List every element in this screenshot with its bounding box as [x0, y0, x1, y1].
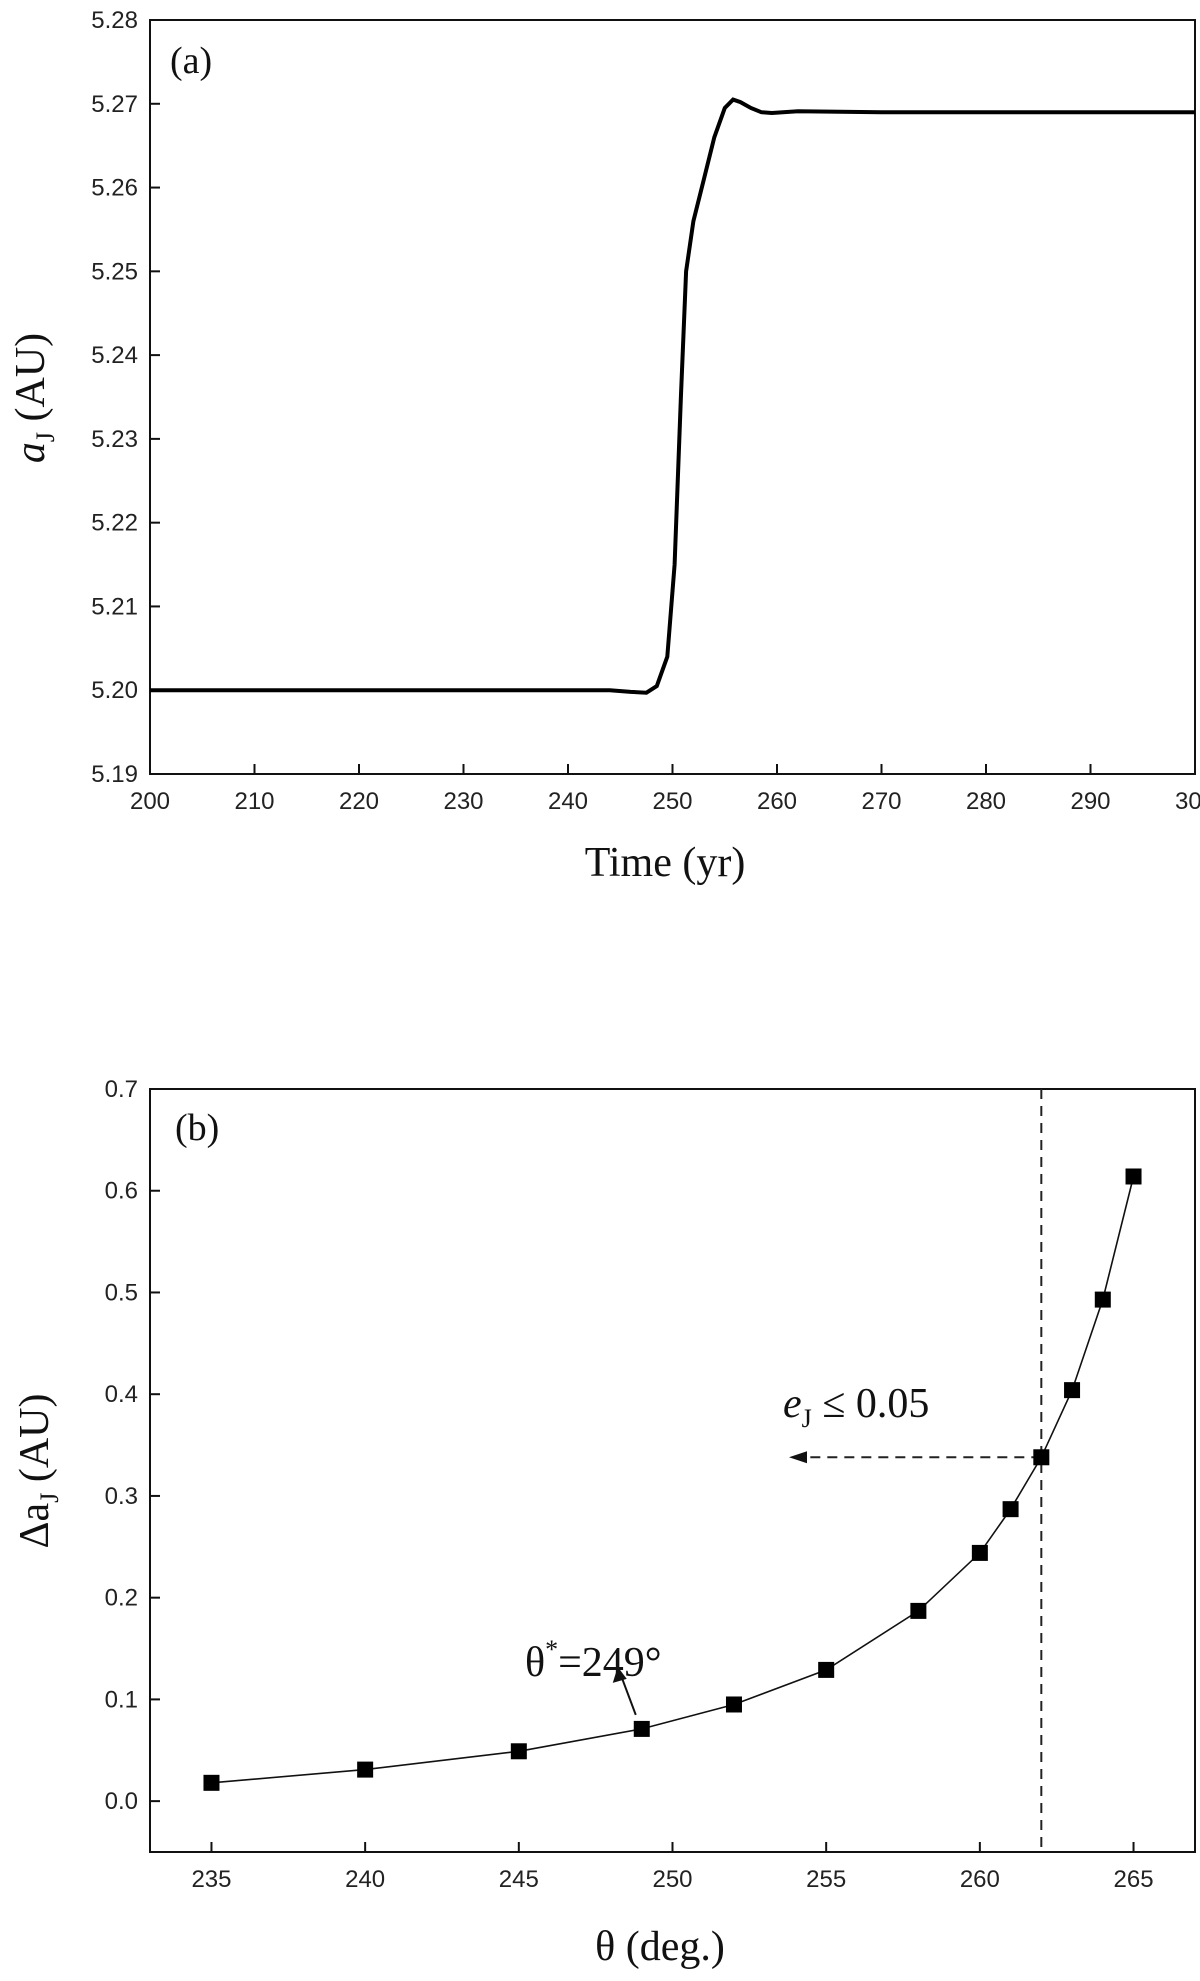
panel-b-threshold-suffix: ≤ 0.05 [812, 1381, 930, 1427]
panel-b-x-tick-label: 245 [499, 1866, 539, 1893]
panel-a-y-tick-label: 5.23 [91, 426, 138, 453]
panel-b-y-title-sub: J [35, 1493, 64, 1503]
panel-a-x-axis-title: Time (yr) [585, 840, 746, 886]
panel-b-y-tick-label: 0.2 [105, 1585, 138, 1612]
panel-a-y-axis-title: aJ (AU) [8, 333, 60, 463]
panel-b-point [818, 1661, 835, 1678]
panel-a-x-tick-label: 250 [652, 788, 692, 815]
panel-a-x-tick-label: 200 [130, 788, 170, 815]
panel-b-point [1002, 1501, 1019, 1518]
panel-b-theta-symbol: θ [525, 1640, 545, 1686]
panel-a-x-tick-label: 220 [339, 788, 379, 815]
panel-a: (a) 200 210 220 230 240 250 260 270 280 290 300 5.1… [8, 7, 1200, 886]
panel-a-y-tick-label: 5.24 [91, 342, 138, 369]
panel-b-ticks: 235 240 245 250 255 260 265 0.0 0.1 0.2 0.3 0.4 0.5 0… [105, 1076, 1154, 1893]
panel-b-y-tick-label: 0.7 [105, 1076, 138, 1103]
panel-a-y-title-suffix: (AU) [8, 333, 54, 432]
panel-a-y-title-prefix: a [8, 442, 54, 463]
panel-b-plot-frame [149, 1088, 1196, 1853]
panel-b-point [910, 1602, 927, 1619]
panel-a-x-tick-label: 300 [1175, 788, 1200, 815]
panel-a-y-tick-label: 5.27 [91, 91, 138, 118]
panel-b-theta-arrowhead [612, 1666, 627, 1683]
panel-b-point [1094, 1291, 1111, 1308]
panel-b-threshold-arrowhead [789, 1451, 807, 1464]
panel-b-y-tick-label: 0.3 [105, 1483, 138, 1510]
panel-a-series-line [150, 97, 1195, 695]
panel-a-x-tick-label: 230 [443, 788, 483, 815]
panel-b-point [1125, 1168, 1142, 1185]
panel-b-theta-arrow-line [619, 1674, 637, 1716]
panel-a-x-tick-label: 210 [234, 788, 274, 815]
panel-a-y-tick-label: 5.25 [91, 258, 138, 285]
panel-a-y-tick-label: 5.21 [91, 593, 138, 620]
panel-a-x-tick-label: 240 [548, 788, 588, 815]
panel-a-y-tick-label: 5.22 [91, 510, 138, 537]
panel-b-theta-suffix: =249° [558, 1640, 661, 1686]
panel-b-theta-label: θ*=249° [525, 1635, 662, 1686]
panel-b-x-tick-label: 255 [806, 1866, 846, 1893]
panel-a-plot-frame [149, 19, 1196, 775]
panel-b-x-axis-title: θ (deg.) [595, 1924, 725, 1970]
panel-a-y-tick-label: 5.26 [91, 175, 138, 202]
panel-a-ticks: 200 210 220 230 240 250 260 270 280 290 300 5.19 5.2… [91, 7, 1200, 815]
panel-a-x-tick-label: 270 [861, 788, 901, 815]
panel-b-y-axis-title: ΔaJ (AU) [12, 1394, 64, 1549]
panel-a-label: (a) [170, 40, 212, 82]
panel-b-point [725, 1696, 742, 1713]
panel-b-y-tick-label: 0.6 [105, 1178, 138, 1205]
panel-a-y-tick-label: 5.19 [91, 761, 138, 788]
panel-b-point [510, 1743, 527, 1760]
panel-b-y-title-prefix: Δa [12, 1502, 58, 1548]
panel-b-threshold-label: eJ ≤ 0.05 [783, 1381, 929, 1433]
panel-b-y-tick-label: 0.4 [105, 1381, 138, 1408]
panel-b-y-tick-label: 0.5 [105, 1279, 138, 1306]
panel-b-y-title-suffix: (AU) [12, 1394, 58, 1493]
panel-a-x-tick-label: 290 [1070, 788, 1110, 815]
panel-b-threshold-prefix: e [783, 1381, 802, 1427]
panel-b-x-tick-label: 240 [345, 1866, 385, 1893]
panel-a-y-title-sub: J [31, 432, 60, 442]
panel-b-threshold-sub: J [802, 1404, 812, 1433]
panel-a-y-tick-label: 5.28 [91, 7, 138, 34]
panel-a-x-tick-label: 260 [757, 788, 797, 815]
panel-b-x-tick-label: 260 [960, 1866, 1000, 1893]
panel-b-label: (b) [175, 1107, 219, 1149]
panel-b-points [203, 1168, 1142, 1791]
panel-b-point [633, 1720, 650, 1737]
panel-b: (b) 235 240 245 250 255 260 265 0.0 0.1 0.2 0.3 0.4… [12, 1076, 1196, 1970]
panel-b-point [1064, 1382, 1081, 1399]
panel-b-y-tick-label: 0.0 [105, 1788, 138, 1815]
panel-b-x-tick-label: 265 [1114, 1866, 1154, 1893]
panel-b-y-tick-label: 0.1 [105, 1686, 138, 1713]
panel-a-y-tick-label: 5.20 [91, 677, 138, 704]
panel-a-x-tick-label: 280 [966, 788, 1006, 815]
panel-b-series-line [211, 1176, 1135, 1784]
panel-b-x-tick-label: 250 [652, 1866, 692, 1893]
panel-b-x-tick-label: 235 [191, 1866, 231, 1893]
panel-b-point [357, 1761, 374, 1778]
panel-b-point [203, 1774, 220, 1791]
panel-b-point [1033, 1449, 1050, 1466]
panel-b-point [971, 1544, 988, 1561]
panel-b-theta-sup: * [545, 1635, 558, 1664]
